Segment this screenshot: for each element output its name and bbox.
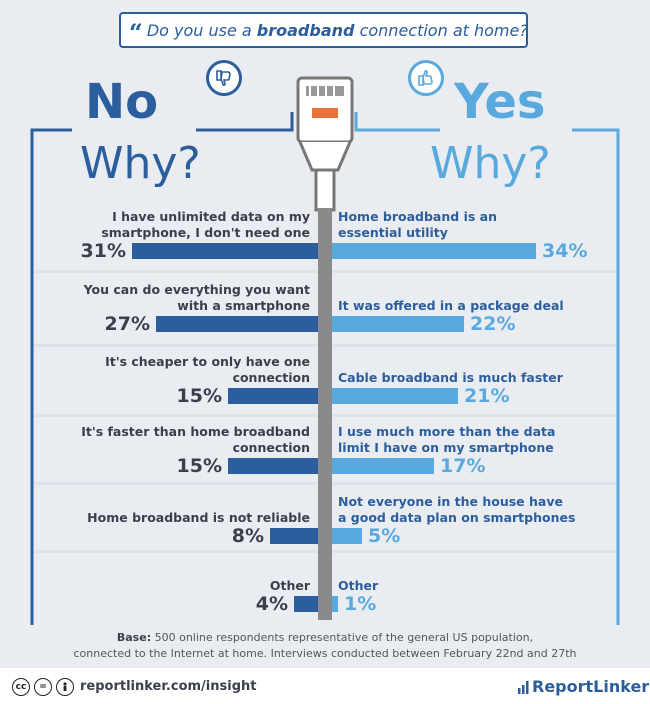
title-bold: broadband — [256, 20, 355, 40]
no-bar — [294, 596, 318, 612]
no-bar — [156, 316, 318, 332]
yes-reason-label: Other — [338, 578, 379, 593]
page-title: Do you use a broadband connection at hom… — [147, 21, 528, 40]
yes-percent: 21% — [464, 385, 510, 407]
no-reason-label: I have unlimited data on my — [112, 209, 310, 224]
yes-why: Why? — [430, 138, 551, 189]
title-prefix: Do you use a — [146, 20, 257, 40]
title-box: “ Do you use a broadband connection at h… — [119, 12, 528, 48]
yes-heading: Yes — [454, 74, 546, 130]
yes-bar — [332, 316, 464, 332]
frame-right — [572, 128, 620, 625]
yes-reason-label: I use much more than the data — [338, 424, 556, 439]
no-bar — [228, 388, 318, 404]
no-percent: 31% — [80, 240, 126, 262]
no-percent: 8% — [231, 525, 264, 547]
title-suffix: connection at home? — [354, 20, 528, 40]
ethernet-cable-icon — [296, 76, 354, 620]
no-reason-label: Home broadband is not reliable — [87, 510, 310, 525]
yes-percent: 34% — [542, 240, 588, 262]
no-percent: 15% — [176, 385, 222, 407]
yes-percent: 17% — [440, 455, 486, 477]
brand-bars-icon — [518, 681, 529, 694]
no-reason-label: connection — [232, 440, 310, 455]
no-bar — [228, 458, 318, 474]
nd-icon: = — [34, 678, 52, 696]
yes-reason-label: Home broadband is an — [338, 209, 497, 224]
thumbs-up-icon — [408, 60, 444, 96]
frame-left — [30, 128, 72, 625]
yes-percent: 22% — [470, 313, 516, 335]
no-reason-label: smartphone, I don't need one — [101, 225, 310, 240]
no-percent: 4% — [255, 593, 288, 615]
yes-bar — [332, 528, 362, 544]
base-line1: 500 online respondents representative of… — [151, 631, 534, 644]
base-label: Base: — [116, 631, 152, 644]
person-icon — [56, 678, 74, 696]
footer — [0, 668, 650, 704]
yes-bar — [332, 458, 434, 474]
thumbs-down-icon — [206, 60, 242, 96]
no-bar — [270, 528, 318, 544]
no-why: Why? — [80, 138, 201, 189]
yes-reason-label: a good data plan on smartphones — [338, 510, 576, 525]
base-note: Base: 500 online respondents representat… — [0, 630, 650, 662]
no-reason-label: It's faster than home broadband — [81, 424, 310, 439]
base-line2: connected to the Internet at home. Inter… — [73, 647, 577, 660]
no-percent: 27% — [104, 313, 150, 335]
no-percent: 15% — [176, 455, 222, 477]
yes-reason-label: It was offered in a package deal — [338, 298, 564, 313]
yes-reason-label: Cable broadband is much faster — [338, 370, 563, 385]
frame-left-top — [196, 112, 294, 132]
quote-mark: “ — [129, 18, 143, 47]
brand-logo: ReportLinker — [532, 677, 650, 696]
yes-percent: 1% — [344, 593, 377, 615]
yes-reason-label: limit I have on my smartphone — [338, 440, 554, 455]
footer-link[interactable]: reportlinker.com/insight — [80, 679, 257, 694]
no-bar — [132, 243, 318, 259]
yes-reason-label: Not everyone in the house have — [338, 494, 563, 509]
no-reason-label: You can do everything you want — [83, 282, 310, 297]
cc-icon: cc — [12, 678, 30, 696]
yes-percent: 5% — [368, 525, 401, 547]
frame-right-top — [354, 112, 440, 132]
yes-bar — [332, 596, 338, 612]
yes-bar — [332, 243, 536, 259]
no-reason-label: with a smartphone — [177, 298, 310, 313]
no-reason-label: connection — [232, 370, 310, 385]
no-heading: No — [85, 74, 159, 130]
no-reason-label: Other — [269, 578, 310, 593]
no-reason-label: It's cheaper to only have one — [105, 354, 310, 369]
yes-bar — [332, 388, 458, 404]
yes-reason-label: essential utility — [338, 225, 448, 240]
